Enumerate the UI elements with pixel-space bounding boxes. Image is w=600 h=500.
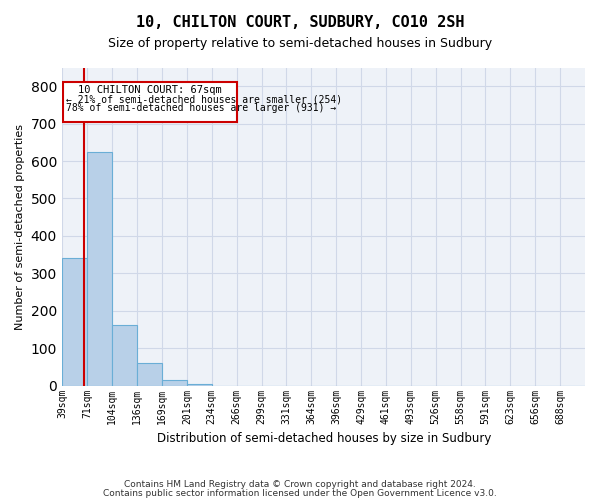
Bar: [137, 363, 162, 386]
Text: Size of property relative to semi-detached houses in Sudbury: Size of property relative to semi-detach…: [108, 38, 492, 51]
Text: Contains public sector information licensed under the Open Government Licence v3: Contains public sector information licen…: [103, 489, 497, 498]
Bar: [112, 324, 137, 386]
Text: 78% of semi-detached houses are larger (931) →: 78% of semi-detached houses are larger (…: [66, 104, 337, 114]
Text: Contains HM Land Registry data © Crown copyright and database right 2024.: Contains HM Land Registry data © Crown c…: [124, 480, 476, 489]
Bar: [62, 258, 88, 386]
Bar: [187, 384, 212, 386]
X-axis label: Distribution of semi-detached houses by size in Sudbury: Distribution of semi-detached houses by …: [157, 432, 491, 445]
Y-axis label: Number of semi-detached properties: Number of semi-detached properties: [15, 124, 25, 330]
Text: ← 21% of semi-detached houses are smaller (254): ← 21% of semi-detached houses are smalle…: [66, 94, 343, 104]
Text: 10 CHILTON COURT: 67sqm: 10 CHILTON COURT: 67sqm: [78, 86, 222, 96]
Bar: [162, 380, 187, 386]
Text: 10, CHILTON COURT, SUDBURY, CO10 2SH: 10, CHILTON COURT, SUDBURY, CO10 2SH: [136, 15, 464, 30]
Bar: [88, 152, 112, 386]
FancyBboxPatch shape: [63, 82, 236, 122]
